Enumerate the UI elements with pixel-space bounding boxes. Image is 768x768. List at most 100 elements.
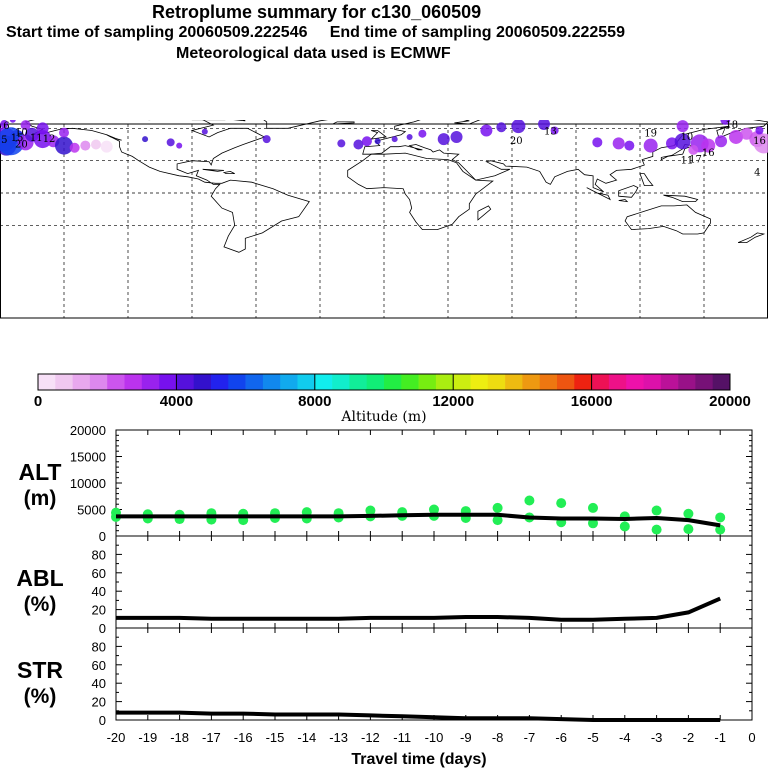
str-series-line bbox=[116, 710, 721, 722]
met-data-note: Meteorological data used is ECMWF bbox=[176, 45, 451, 62]
alt-scatter-point bbox=[524, 495, 535, 506]
coastline bbox=[586, 187, 611, 201]
alt-y-tick-label: 5000 bbox=[77, 503, 106, 518]
colorbar-swatch bbox=[366, 374, 385, 390]
plume-marker bbox=[69, 142, 80, 153]
plume-marker bbox=[418, 129, 427, 138]
colorbar-swatch bbox=[574, 374, 592, 390]
abl-series-line bbox=[116, 596, 721, 622]
abl-y-tick-label: 0 bbox=[99, 621, 106, 636]
plume-marker bbox=[729, 129, 743, 144]
colorbar-swatch bbox=[280, 374, 298, 390]
alt-scatter-point bbox=[492, 515, 503, 526]
plume-marker bbox=[36, 122, 49, 135]
str-y-tick-label: 40 bbox=[92, 676, 106, 691]
plume-marker bbox=[55, 136, 73, 155]
altitude-colorbar: 0 4000 8000 12000 16000 20000 Altitude (m) bbox=[34, 373, 751, 425]
colorbar-swatch bbox=[401, 374, 419, 390]
plume-marker bbox=[674, 133, 691, 150]
alt-y-tick-label: 10000 bbox=[70, 476, 106, 491]
x-tick-label: -18 bbox=[170, 730, 189, 745]
colorbar-swatch bbox=[314, 374, 333, 390]
map-day-label: 17 bbox=[689, 155, 702, 166]
alt-scatter-point bbox=[683, 524, 694, 535]
colorbar-tick-label: 0 bbox=[34, 393, 42, 410]
abl-y-tick-label: 60 bbox=[92, 566, 106, 581]
abl-panel-unit: (%) bbox=[24, 593, 57, 616]
x-tick-label: -12 bbox=[361, 730, 380, 745]
str-panel-frame bbox=[115, 627, 753, 721]
coastline bbox=[370, 130, 388, 140]
coastline bbox=[618, 199, 629, 203]
colorbar-swatch bbox=[262, 374, 281, 390]
colorbar-tick-label: 8000 bbox=[298, 393, 331, 410]
plume-marker bbox=[391, 136, 398, 143]
plume-marker bbox=[643, 138, 658, 153]
colorbar-swatch bbox=[159, 374, 177, 390]
plume-marker bbox=[406, 133, 413, 140]
str-y-tick-label: 20 bbox=[92, 695, 106, 710]
colorbar-swatch bbox=[435, 374, 454, 390]
plume-marker bbox=[353, 139, 364, 150]
plume-marker bbox=[688, 144, 699, 155]
colorbar-swatch bbox=[141, 374, 160, 390]
colorbar-swatch bbox=[505, 374, 523, 390]
map-day-label: 11 bbox=[30, 133, 43, 144]
colorbar-swatch bbox=[539, 374, 558, 390]
colorbar-swatch bbox=[349, 374, 367, 390]
alt-scatter-point bbox=[429, 504, 439, 515]
colorbar-swatch bbox=[660, 374, 679, 390]
colorbar-frame bbox=[37, 373, 731, 391]
coastline bbox=[639, 173, 654, 186]
plume-marker bbox=[59, 127, 69, 138]
plume-marker bbox=[701, 138, 716, 153]
coastline bbox=[624, 204, 711, 235]
plume-marker bbox=[0, 127, 25, 156]
colorbar-swatch bbox=[453, 374, 471, 390]
colorbar-swatch bbox=[124, 374, 143, 390]
colorbar-swatch bbox=[695, 374, 713, 390]
coastline bbox=[233, 120, 246, 122]
colorbar-swatch bbox=[176, 374, 194, 390]
map-day-label: 5 bbox=[1, 135, 7, 146]
plume-marker bbox=[20, 120, 31, 131]
colorbar-swatch bbox=[55, 374, 73, 390]
abl-y-tick-label: 80 bbox=[92, 547, 106, 562]
map-day-label: 13 bbox=[544, 126, 557, 137]
plume-marker bbox=[337, 139, 346, 148]
map-day-label: 6 bbox=[3, 121, 9, 132]
coastline bbox=[106, 134, 122, 141]
x-tick-label: -5 bbox=[587, 730, 599, 745]
coastline bbox=[663, 194, 699, 202]
alt-panel-unit: (m) bbox=[24, 487, 57, 510]
map-day-label: 18 bbox=[725, 120, 738, 131]
plume-marker bbox=[176, 142, 183, 149]
plume-marker bbox=[715, 135, 728, 148]
colorbar-swatch bbox=[678, 374, 696, 390]
x-tick-label: -2 bbox=[683, 730, 695, 745]
plume-marker bbox=[9, 120, 16, 123]
str-y-tick-label: 60 bbox=[92, 658, 106, 673]
plume-marker bbox=[511, 120, 526, 134]
plume-marker bbox=[720, 120, 731, 125]
coastline bbox=[202, 168, 225, 172]
plume-marker bbox=[496, 122, 507, 133]
coastline bbox=[477, 205, 492, 221]
colorbar-tick-label: 12000 bbox=[432, 393, 474, 410]
alt-scatter-point bbox=[715, 512, 726, 523]
plume-marker bbox=[166, 138, 175, 147]
alt-scatter-point bbox=[588, 502, 598, 513]
x-tick-label: -11 bbox=[393, 730, 411, 745]
plume-marker bbox=[80, 140, 91, 151]
colorbar-swatch bbox=[591, 374, 610, 390]
plume-marker bbox=[0, 120, 9, 129]
plume-marker bbox=[100, 140, 113, 153]
alt-scatter-point bbox=[619, 521, 630, 532]
map-day-label: 12 bbox=[43, 134, 56, 145]
map-day-label: 11 bbox=[681, 156, 694, 167]
alt-y-tick-label: 20000 bbox=[70, 423, 106, 438]
colorbar-swatch bbox=[332, 374, 350, 390]
str-y-tick-label: 80 bbox=[92, 639, 106, 654]
colorbar-swatch bbox=[245, 374, 264, 390]
plume-marker bbox=[592, 137, 603, 148]
